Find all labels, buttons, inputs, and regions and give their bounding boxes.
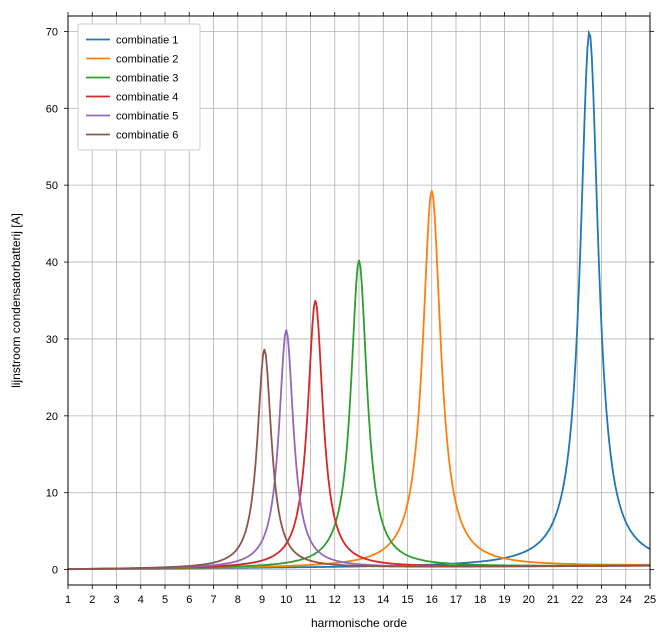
y-tick-label: 50 — [46, 180, 58, 192]
x-tick-label: 6 — [186, 594, 192, 606]
y-tick-label: 30 — [46, 334, 58, 346]
y-axis-label: lijnstroom condensatorbatterij [A] — [9, 213, 23, 388]
x-tick-label: 24 — [620, 594, 632, 606]
x-tick-label: 4 — [138, 594, 144, 606]
x-tick-label: 23 — [595, 594, 607, 606]
legend-label: combinatie 4 — [116, 92, 178, 104]
y-tick-label: 70 — [46, 26, 58, 38]
y-tick-label: 20 — [46, 411, 58, 423]
y-tick-label: 10 — [46, 488, 58, 500]
x-tick-label: 15 — [401, 594, 413, 606]
legend-label: combinatie 5 — [116, 111, 178, 123]
x-tick-label: 9 — [259, 594, 265, 606]
x-tick-label: 19 — [498, 594, 510, 606]
legend-label: combinatie 3 — [116, 73, 178, 85]
x-tick-label: 16 — [426, 594, 438, 606]
x-axis-label: harmonische orde — [311, 616, 407, 630]
line-chart: 1234567891011121314151617181920212223242… — [0, 0, 668, 641]
x-tick-label: 13 — [353, 594, 365, 606]
legend-label: combinatie 1 — [116, 35, 178, 47]
x-tick-label: 14 — [377, 594, 389, 606]
y-tick-label: 40 — [46, 257, 58, 269]
x-tick-label: 8 — [235, 594, 241, 606]
x-tick-label: 11 — [305, 594, 316, 606]
x-tick-label: 17 — [450, 594, 462, 606]
chart-container: 1234567891011121314151617181920212223242… — [0, 0, 668, 641]
x-tick-label: 2 — [89, 594, 95, 606]
x-tick-label: 20 — [523, 594, 535, 606]
x-tick-label: 7 — [210, 594, 216, 606]
legend: combinatie 1 combinatie 2 combinatie 3 comb… — [78, 24, 200, 150]
x-tick-label: 5 — [162, 594, 168, 606]
x-tick-label: 25 — [644, 594, 656, 606]
y-tick-label: 60 — [46, 103, 58, 115]
x-tick-label: 18 — [474, 594, 486, 606]
x-tick-label: 10 — [280, 594, 292, 606]
legend-label: combinatie 2 — [116, 54, 178, 66]
x-tick-label: 22 — [571, 594, 583, 606]
x-tick-label: 12 — [329, 594, 341, 606]
x-tick-label: 3 — [113, 594, 119, 606]
x-tick-label: 1 — [65, 594, 71, 606]
y-tick-label: 0 — [52, 565, 58, 577]
x-tick-label: 21 — [547, 594, 559, 606]
legend-label: combinatie 6 — [116, 130, 178, 142]
